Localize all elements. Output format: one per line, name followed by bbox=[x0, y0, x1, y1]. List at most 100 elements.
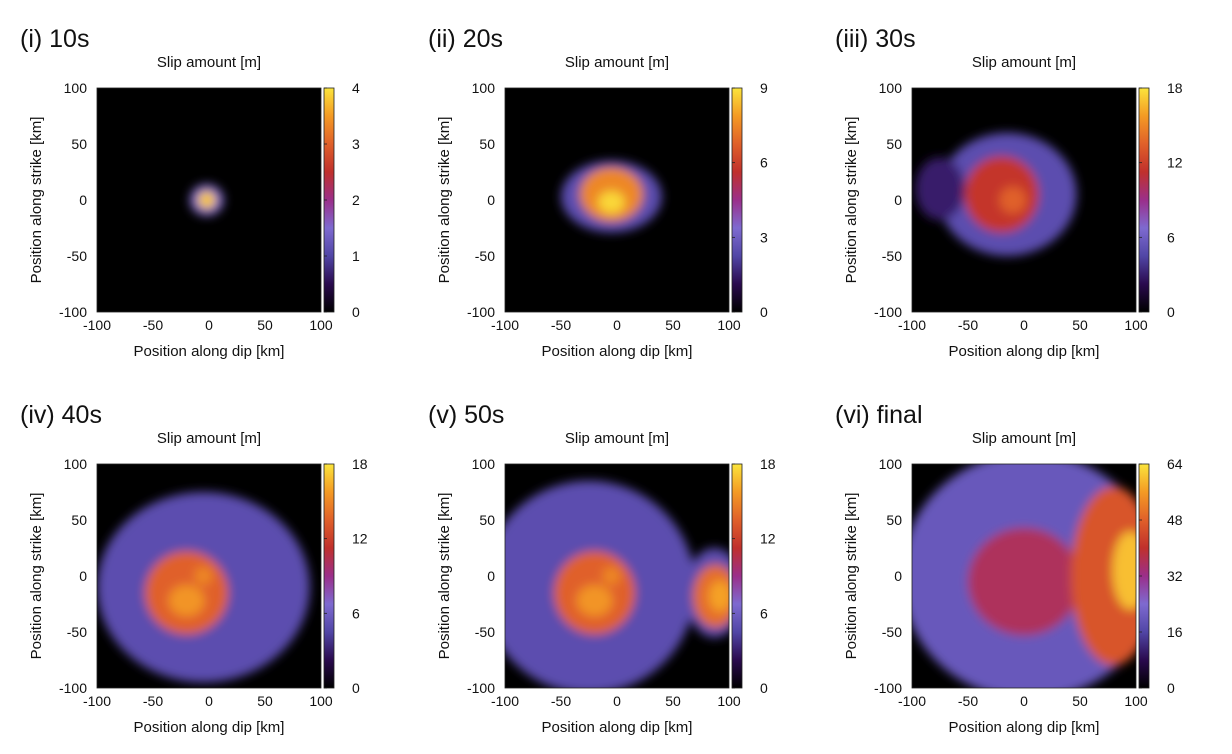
x-tick-label: -100 bbox=[898, 317, 926, 333]
y-axis-label: Position along strike [km] bbox=[843, 117, 860, 284]
slip-peak-mark bbox=[576, 584, 613, 617]
y-tick-label: -50 bbox=[67, 624, 87, 640]
colorbar-tick-label: 6 bbox=[760, 155, 768, 171]
heatmap-svg: (iv) 40s Slip amount [m] -100 -50 0 50 100 100 5… bbox=[20, 401, 368, 736]
colorbar-tick-label: 0 bbox=[760, 304, 768, 320]
colorbar-title: Slip amount [m] bbox=[972, 54, 1076, 71]
colorbar-tick-label: 6 bbox=[760, 605, 768, 621]
x-tick-label: 0 bbox=[1020, 693, 1028, 709]
colorbar-tick-label: 18 bbox=[1167, 80, 1183, 96]
slip-peak-mark bbox=[194, 567, 213, 585]
x-tick-label: 50 bbox=[1072, 693, 1088, 709]
x-tick-label: 100 bbox=[1124, 317, 1148, 333]
y-tick-label: -100 bbox=[59, 680, 87, 696]
colorbar-tick-label: 12 bbox=[352, 531, 368, 547]
y-tick-label: 50 bbox=[479, 512, 495, 528]
colorbar-tick-label: 2 bbox=[352, 192, 360, 208]
x-tick-label: -50 bbox=[143, 693, 163, 709]
slip-halo-mark bbox=[915, 157, 965, 221]
y-tick-label: -50 bbox=[67, 248, 87, 264]
y-axis-label: Position along strike [km] bbox=[436, 493, 453, 660]
x-tick-label: 100 bbox=[309, 693, 333, 709]
slip-core-mark bbox=[968, 527, 1080, 636]
heatmap-panel-6: (vi) final Slip amount [m] -100 -50 0 50 100 10… bbox=[815, 376, 1215, 746]
y-tick-label: 100 bbox=[879, 80, 903, 96]
y-tick-label: 0 bbox=[487, 192, 495, 208]
x-axis-label: Position along dip [km] bbox=[949, 719, 1100, 736]
x-tick-label: -50 bbox=[551, 693, 571, 709]
slip-peak-mark bbox=[708, 580, 729, 612]
x-tick-label: 0 bbox=[205, 693, 213, 709]
y-tick-label: 50 bbox=[71, 512, 87, 528]
x-tick-label: 50 bbox=[257, 693, 273, 709]
slip-peak-mark bbox=[1112, 531, 1136, 610]
colorbar-tick-label: 6 bbox=[1167, 229, 1175, 245]
heatmap-svg: (iii) 30s Slip amount [m] -100 -50 0 50 100 100… bbox=[835, 25, 1183, 360]
x-tick-label: -50 bbox=[958, 693, 978, 709]
y-tick-label: 0 bbox=[894, 192, 902, 208]
panel-title: (i) 10s bbox=[20, 25, 89, 53]
y-tick-label: 100 bbox=[64, 456, 88, 472]
colorbar-tick-label: 16 bbox=[1167, 624, 1183, 640]
colorbar-title: Slip amount [m] bbox=[565, 430, 669, 447]
panel-title: (vi) final bbox=[835, 401, 923, 429]
plot-frame bbox=[911, 463, 1137, 689]
x-tick-label: 0 bbox=[613, 317, 621, 333]
colorbar-tick-label: 4 bbox=[352, 80, 360, 96]
y-tick-label: -100 bbox=[59, 304, 87, 320]
x-tick-label: -100 bbox=[83, 693, 111, 709]
heatmap-panel-5: (v) 50s Slip amount [m] -100 -50 0 50 100 100 50… bbox=[408, 376, 808, 746]
y-tick-label: -100 bbox=[467, 304, 495, 320]
colorbar-tick-label: 0 bbox=[760, 680, 768, 696]
x-axis-label: Position along dip [km] bbox=[949, 343, 1100, 360]
colorbar bbox=[731, 463, 743, 689]
y-axis-label: Position along strike [km] bbox=[843, 493, 860, 660]
x-tick-label: 100 bbox=[309, 317, 333, 333]
heatmap-svg: (vi) final Slip amount [m] -100 -50 0 50 100 10… bbox=[835, 401, 1183, 736]
x-tick-label: 50 bbox=[257, 317, 273, 333]
heatmap-panel-4: (iv) 40s Slip amount [m] -100 -50 0 50 100 100 5… bbox=[0, 376, 400, 746]
colorbar-tick-label: 48 bbox=[1167, 512, 1183, 528]
y-tick-label: 50 bbox=[479, 136, 495, 152]
y-tick-label: 0 bbox=[79, 568, 87, 584]
heatmap-panel-3: (iii) 30s Slip amount [m] -100 -50 0 50 100 100… bbox=[815, 0, 1215, 370]
heatmap-panel-1: (i) 10s Slip amount [m] -100 -50 0 50 100 100 50… bbox=[0, 0, 400, 370]
slip-peak-mark bbox=[602, 567, 621, 585]
y-tick-label: 100 bbox=[64, 80, 88, 96]
colorbar-title: Slip amount [m] bbox=[157, 430, 261, 447]
x-axis-label: Position along dip [km] bbox=[134, 343, 285, 360]
plot-frame bbox=[504, 463, 730, 689]
slip-core-mark bbox=[1071, 486, 1136, 666]
plot-frame bbox=[96, 87, 322, 313]
y-tick-label: -50 bbox=[475, 248, 495, 264]
slip-peak-mark bbox=[999, 186, 1027, 214]
colorbar-tick-label: 0 bbox=[352, 680, 360, 696]
x-tick-label: 50 bbox=[1072, 317, 1088, 333]
colorbar-title: Slip amount [m] bbox=[157, 54, 261, 71]
y-tick-label: 0 bbox=[894, 568, 902, 584]
y-tick-label: -100 bbox=[874, 304, 902, 320]
y-axis-label: Position along strike [km] bbox=[28, 117, 45, 284]
colorbar-tick-label: 32 bbox=[1167, 568, 1183, 584]
colorbar-tick-label: 18 bbox=[352, 456, 368, 472]
slip-core-mark bbox=[197, 191, 216, 209]
plot-frame bbox=[911, 87, 1137, 313]
colorbar bbox=[323, 463, 335, 689]
y-tick-label: 50 bbox=[71, 136, 87, 152]
colorbar-tick-label: 12 bbox=[760, 531, 776, 547]
x-tick-label: -50 bbox=[551, 317, 571, 333]
colorbar-tick-label: 3 bbox=[352, 136, 360, 152]
plot-frame bbox=[96, 463, 322, 689]
x-tick-label: 50 bbox=[665, 317, 681, 333]
colorbar-tick-label: 6 bbox=[352, 605, 360, 621]
x-tick-label: 0 bbox=[1020, 317, 1028, 333]
x-axis-label: Position along dip [km] bbox=[134, 719, 285, 736]
colorbar-tick-label: 0 bbox=[1167, 680, 1175, 696]
x-axis-label: Position along dip [km] bbox=[542, 343, 693, 360]
y-tick-label: 50 bbox=[886, 512, 902, 528]
x-tick-label: -50 bbox=[958, 317, 978, 333]
panel-title: (ii) 20s bbox=[428, 25, 503, 53]
x-tick-label: 50 bbox=[665, 693, 681, 709]
colorbar-title: Slip amount [m] bbox=[972, 430, 1076, 447]
colorbar bbox=[1138, 87, 1150, 313]
